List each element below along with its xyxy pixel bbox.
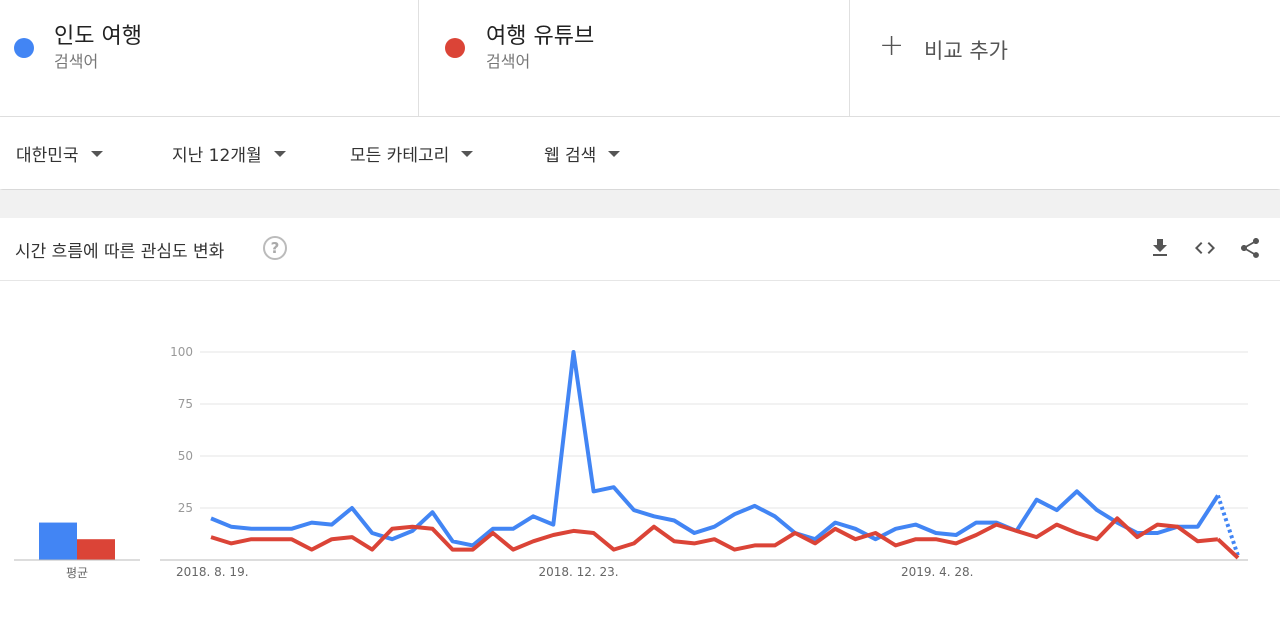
average-bar-travel-youtube — [77, 539, 115, 560]
search-type-label: 웹 검색 — [544, 146, 597, 166]
series-line-1[interactable] — [210, 350, 1220, 548]
chart-grid: 100 75 50 25 2018. 8. 19. 2018. 12. 23. 2019. … — [160, 345, 1248, 579]
search-term-name[interactable]: 여행 유튜브 — [486, 24, 595, 49]
interest-chart: 평균 100 75 50 25 2018. 8. 19. 2018. 12. 23. 201… — [14, 345, 1248, 580]
x-tick-label: 2018. 8. 19. — [176, 565, 249, 579]
x-tick-label: 2019. 4. 28. — [901, 565, 974, 579]
average-bar-india-travel — [39, 522, 77, 560]
search-term-type: 검색어 — [486, 52, 531, 71]
dropdown-arrow-icon — [461, 150, 474, 157]
series-color-dot — [445, 38, 465, 58]
search-term-type: 검색어 — [54, 52, 99, 71]
x-tick-label: 2018. 12. 23. — [538, 565, 618, 579]
help-icon[interactable]: ? — [263, 236, 287, 260]
dropdown-arrow-icon — [90, 150, 103, 157]
y-tick-label: 75 — [178, 397, 193, 411]
category-dropdown[interactable]: 모든 카테고리 — [350, 141, 474, 166]
interest-over-time-card: 시간 흐름에 따른 관심도 변화 ? 평균 100 75 50 25 2018. 8. … — [0, 218, 1280, 628]
average-label: 평균 — [66, 566, 88, 580]
region-dropdown[interactable]: 대한민국 — [16, 141, 103, 166]
dropdown-arrow-icon — [608, 150, 621, 157]
period-dropdown[interactable]: 지난 12개월 — [172, 141, 286, 166]
series-color-dot — [14, 38, 34, 58]
dropdown-arrow-icon — [273, 150, 286, 157]
search-type-dropdown[interactable]: 웹 검색 — [544, 141, 621, 166]
region-label: 대한민국 — [16, 146, 79, 166]
search-term-1[interactable]: 인도 여행 검색어 — [0, 0, 419, 116]
add-comparison-label: 비교 추가 — [924, 39, 1008, 63]
plus-icon: + — [879, 28, 905, 63]
share-icon[interactable] — [1238, 236, 1262, 260]
card-title: 시간 흐름에 따른 관심도 변화 — [15, 242, 225, 262]
category-label: 모든 카테고리 — [350, 146, 450, 166]
chart-series — [210, 350, 1240, 560]
average-panel: 평균 — [14, 522, 140, 580]
series-line-2[interactable] — [210, 516, 1219, 552]
y-tick-label: 100 — [170, 345, 193, 359]
y-tick-label: 50 — [178, 449, 193, 463]
add-comparison-button[interactable]: + 비교 추가 — [851, 0, 1280, 116]
series-partial-segment-2 — [1216, 537, 1240, 560]
download-icon[interactable] — [1148, 236, 1172, 260]
filter-bar: 대한민국 지난 12개월 모든 카테고리 웹 검색 — [0, 117, 1280, 189]
period-label: 지난 12개월 — [172, 146, 262, 166]
embed-code-icon[interactable] — [1193, 236, 1217, 260]
card-header: 시간 흐름에 따른 관심도 변화 ? — [0, 218, 1280, 281]
search-term-2[interactable]: 여행 유튜브 검색어 — [419, 0, 850, 116]
section-gap — [0, 190, 1280, 218]
comparison-terms-bar: 인도 여행 검색어 여행 유튜브 검색어 + 비교 추가 — [0, 0, 1280, 117]
search-term-name[interactable]: 인도 여행 — [54, 24, 142, 49]
y-tick-label: 25 — [178, 501, 193, 515]
series-partial-segment-1 — [1216, 494, 1240, 557]
